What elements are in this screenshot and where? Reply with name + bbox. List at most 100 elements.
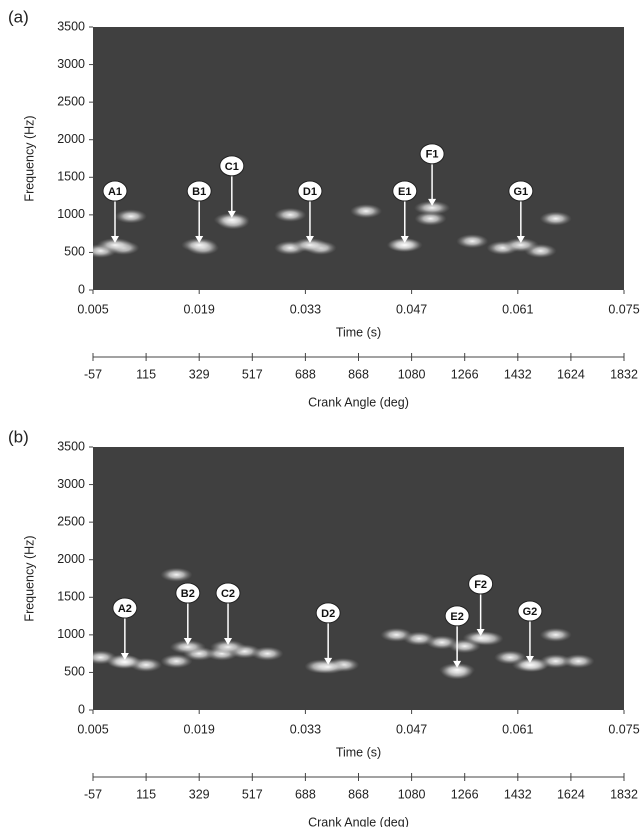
secondary-tick-label: 868 bbox=[348, 787, 369, 801]
x-tick-label: 0.019 bbox=[184, 302, 215, 316]
hot-spot bbox=[539, 211, 572, 226]
arrow-head bbox=[110, 236, 119, 244]
y-tick-label: 2500 bbox=[57, 94, 85, 108]
hot-spot bbox=[106, 655, 143, 670]
secondary-tick-label: 517 bbox=[242, 367, 263, 381]
secondary-tick-label: 1832 bbox=[610, 367, 638, 381]
annotation-label: F2 bbox=[474, 579, 487, 591]
panel-label: (b) bbox=[8, 427, 29, 446]
arrow-head bbox=[120, 653, 129, 661]
secondary-axis-title: Crank Angle (deg) bbox=[308, 815, 409, 827]
hot-spot bbox=[310, 659, 347, 674]
x-tick-label: 0.061 bbox=[502, 722, 533, 736]
hot-spot bbox=[350, 204, 383, 219]
secondary-tick-label: -57 bbox=[84, 367, 102, 381]
annotation-bubble bbox=[517, 600, 543, 622]
y-tick-label: 2500 bbox=[57, 514, 85, 528]
x-tick-label: 0.005 bbox=[77, 722, 108, 736]
hot-spot bbox=[456, 234, 489, 249]
x-tick-label: 0.033 bbox=[290, 302, 321, 316]
annotation-label: D1 bbox=[303, 186, 317, 198]
secondary-tick-label: 1432 bbox=[504, 367, 532, 381]
hot-spot bbox=[502, 238, 539, 253]
annotation-label: G2 bbox=[523, 606, 538, 618]
annotation-label: C2 bbox=[221, 588, 235, 600]
annotation-bubble bbox=[297, 180, 323, 202]
y-tick-label: 1500 bbox=[57, 170, 85, 184]
annotation-bubble bbox=[175, 582, 201, 604]
secondary-tick-label: 517 bbox=[242, 787, 263, 801]
secondary-tick-label: 1624 bbox=[557, 367, 585, 381]
secondary-tick-label: 1624 bbox=[557, 787, 585, 801]
y-axis-title: Frequency (Hz) bbox=[22, 115, 36, 201]
y-tick-label: 0 bbox=[78, 282, 85, 296]
secondary-tick-label: 115 bbox=[136, 787, 156, 801]
secondary-tick-label: 329 bbox=[189, 787, 210, 801]
x-tick-label: 0.047 bbox=[396, 722, 427, 736]
y-tick-label: 3500 bbox=[57, 19, 85, 33]
hot-spot bbox=[562, 654, 595, 669]
arrow-head bbox=[324, 657, 333, 665]
secondary-tick-label: 1432 bbox=[504, 787, 532, 801]
hot-spot bbox=[511, 658, 548, 673]
x-tick-label: 0.061 bbox=[502, 302, 533, 316]
secondary-tick-label: 868 bbox=[348, 367, 369, 381]
secondary-tick-label: 1266 bbox=[451, 787, 479, 801]
annotation-bubble bbox=[186, 180, 212, 202]
x-tick-label: 0.047 bbox=[396, 302, 427, 316]
plot-content bbox=[93, 200, 572, 258]
annotation-bubble bbox=[112, 597, 138, 619]
secondary-tick-label: 329 bbox=[189, 367, 210, 381]
hot-spot bbox=[274, 207, 307, 222]
annotation-bubble bbox=[215, 582, 241, 604]
secondary-tick-label: 115 bbox=[136, 367, 156, 381]
secondary-tick-label: 1266 bbox=[451, 367, 479, 381]
y-tick-label: 3500 bbox=[57, 439, 85, 453]
hot-spot bbox=[414, 211, 447, 226]
x-tick-label: 0.019 bbox=[184, 722, 215, 736]
hot-spot bbox=[439, 662, 476, 677]
annotation-bubble bbox=[392, 180, 418, 202]
y-tick-label: 1000 bbox=[57, 207, 85, 221]
annotation-label: E1 bbox=[398, 186, 411, 198]
hot-spot bbox=[160, 654, 193, 669]
annotation-bubble bbox=[508, 180, 534, 202]
x-axis-title: Time (s) bbox=[336, 745, 381, 759]
arrow-head bbox=[453, 660, 462, 668]
annotation-bubble bbox=[419, 143, 445, 165]
hot-spot bbox=[213, 212, 250, 227]
arrow-head bbox=[305, 236, 314, 244]
hot-spot bbox=[291, 238, 328, 253]
panel-label: (a) bbox=[8, 7, 29, 26]
arrow-head bbox=[195, 236, 204, 244]
hot-spot bbox=[160, 567, 193, 582]
annotation-label: A1 bbox=[108, 186, 122, 198]
hot-spot bbox=[210, 640, 247, 655]
x-tick-label: 0.005 bbox=[77, 302, 108, 316]
x-axis-title: Time (s) bbox=[336, 325, 381, 339]
secondary-tick-label: 1080 bbox=[398, 787, 426, 801]
plot-content bbox=[93, 567, 595, 680]
y-tick-label: 1000 bbox=[57, 627, 85, 641]
y-tick-label: 500 bbox=[64, 665, 85, 679]
y-axis-title: Frequency (Hz) bbox=[22, 535, 36, 621]
annotation-bubble bbox=[315, 602, 341, 624]
secondary-tick-label: -57 bbox=[84, 787, 102, 801]
secondary-tick-label: 1832 bbox=[610, 787, 638, 801]
arrow-head bbox=[400, 236, 409, 244]
arrow-head bbox=[227, 210, 236, 218]
annotation-label: E2 bbox=[450, 611, 463, 623]
hot-spot bbox=[462, 630, 499, 645]
y-tick-label: 3000 bbox=[57, 57, 85, 71]
arrow-head bbox=[516, 236, 525, 244]
x-tick-label: 0.033 bbox=[290, 722, 321, 736]
y-tick-label: 0 bbox=[78, 702, 85, 716]
annotation-bubble bbox=[219, 155, 245, 177]
hot-spot bbox=[251, 646, 284, 661]
annotation-label: B2 bbox=[181, 588, 195, 600]
y-tick-label: 3000 bbox=[57, 477, 85, 491]
secondary-axis-title: Crank Angle (deg) bbox=[308, 395, 409, 409]
arrow-head bbox=[476, 628, 485, 636]
arrow-head bbox=[224, 638, 233, 646]
hot-spot bbox=[386, 238, 423, 253]
